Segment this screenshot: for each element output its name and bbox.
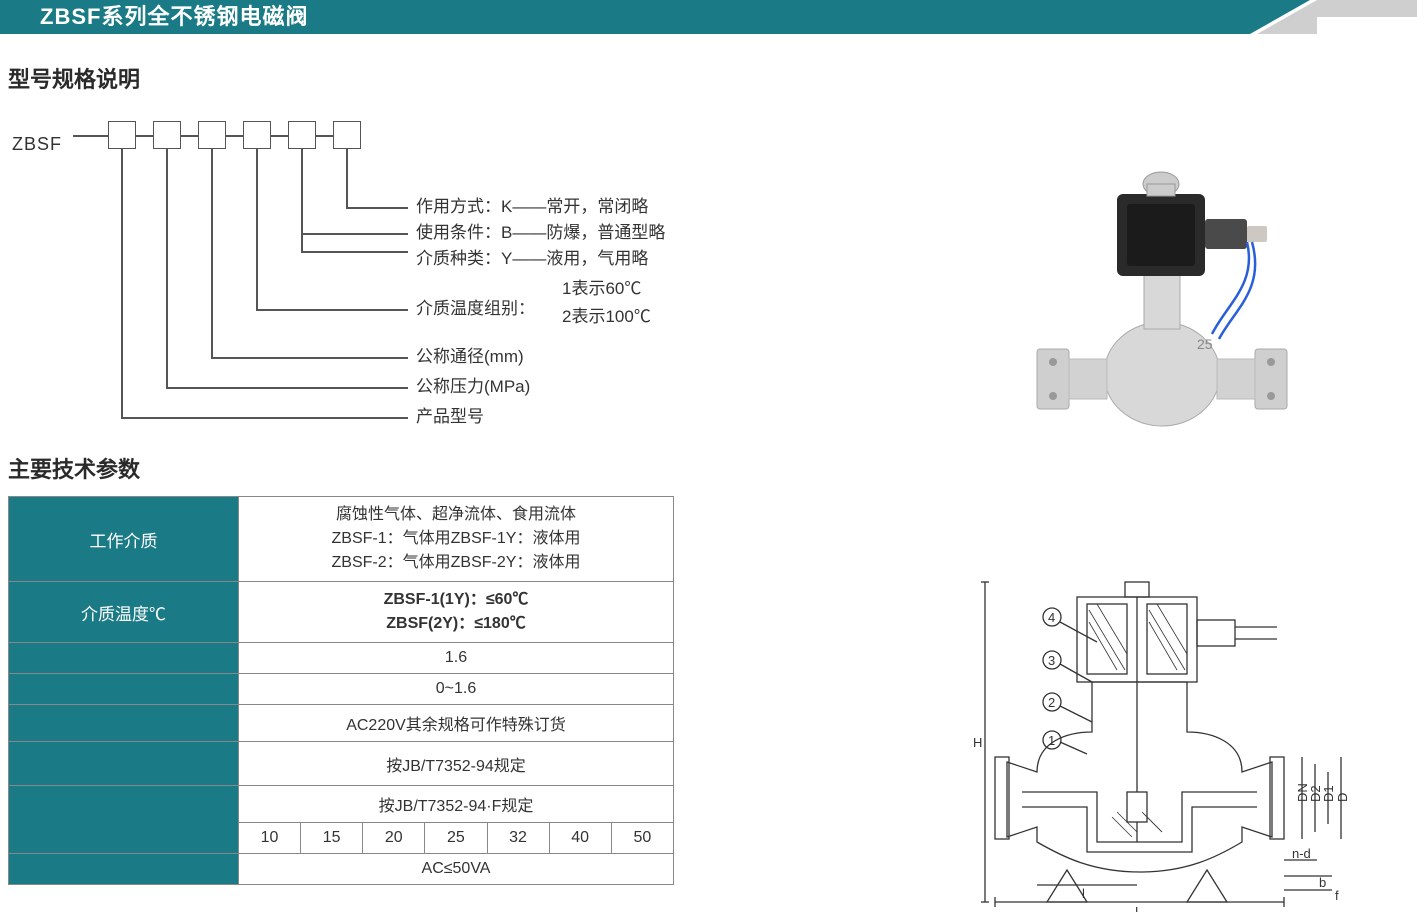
size-15: 15 (301, 823, 363, 854)
engineering-drawing: 4 3 2 1 H L l D D1 D2 DN n-d b f (937, 542, 1367, 912)
row-label-medium: 工作介质 (9, 497, 239, 582)
row-label-7 (9, 786, 239, 854)
row-label-3 (9, 643, 239, 674)
code-box-4 (243, 121, 271, 149)
row-value-4: 0~1.6 (239, 674, 674, 705)
leader-h3 (211, 357, 408, 359)
dim-H: H (973, 735, 982, 750)
desc-action: 作用方式：K——常开，常闭略 (416, 194, 648, 220)
model-code-diagram: ZBSF 作用方式：K——常开，常闭略 使用条件：B——防爆，普通型略 介质种类… (8, 106, 788, 446)
row-value-temp: ZBSF-1(1Y)：≤60℃ ZBSF(2Y)：≤180℃ (239, 582, 674, 643)
leader-v1 (121, 149, 123, 417)
leader-v4 (256, 149, 258, 309)
row-value-6: 按JB/T7352-94规定 (239, 742, 674, 786)
row-label-4 (9, 674, 239, 705)
callout-1: 1 (1048, 733, 1055, 748)
header-decoration (1257, 0, 1417, 34)
desc-temp-100: 2表示100℃ (562, 304, 651, 330)
spec-table: 工作介质 腐蚀性气体、超净流体、食用流体 ZBSF-1：气体用ZBSF-1Y：液… (8, 496, 674, 885)
dim-l: l (1082, 886, 1085, 901)
leader-h5b (301, 251, 408, 253)
product-photo: 25 (997, 134, 1327, 454)
svg-text:25: 25 (1197, 336, 1213, 352)
desc-temp-60: 1表示60℃ (562, 276, 641, 302)
leader-h2 (166, 387, 408, 389)
desc-model: 产品型号 (416, 404, 484, 430)
desc-pn: 公称压力(MPa) (416, 374, 530, 400)
dim-DN: DN (1295, 783, 1310, 802)
dim-nd: n-d (1292, 846, 1311, 861)
code-box-2 (153, 121, 181, 149)
medium-line1: 腐蚀性气体、超净流体、食用流体 (243, 503, 669, 527)
leader-h1 (121, 417, 408, 419)
leader-h4 (256, 309, 408, 311)
desc-medium: 介质种类：Y——液用，气用略 (416, 246, 648, 272)
row-label-temp: 介质温度℃ (9, 582, 239, 643)
size-10: 10 (239, 823, 301, 854)
leader-h6 (346, 207, 408, 209)
row-label-5 (9, 705, 239, 742)
size-20: 20 (363, 823, 425, 854)
leader-v6 (346, 149, 348, 207)
page-title-bar: ZBSF系列全不锈钢电磁阀 (0, 0, 1250, 34)
dim-b: b (1319, 875, 1326, 890)
code-box-1 (108, 121, 136, 149)
callout-3: 3 (1048, 653, 1055, 668)
row-value-medium: 腐蚀性气体、超净流体、食用流体 ZBSF-1：气体用ZBSF-1Y：液体用 ZB… (239, 497, 674, 582)
model-prefix: ZBSF (12, 134, 62, 155)
row-label-9 (9, 854, 239, 885)
callout-4: 4 (1048, 610, 1055, 625)
row-value-9: AC≤50VA (239, 854, 674, 885)
dim-D: D (1335, 793, 1350, 802)
medium-line2: ZBSF-1：气体用ZBSF-1Y：液体用 (243, 527, 669, 551)
desc-dn: 公称通径(mm) (416, 344, 524, 370)
row-value-7: 按JB/T7352-94·F规定 (239, 786, 674, 823)
medium-line3: ZBSF-2：气体用ZBSF-2Y：液体用 (243, 551, 669, 575)
code-box-6 (333, 121, 361, 149)
size-32: 32 (487, 823, 549, 854)
row-value-3: 1.6 (239, 643, 674, 674)
dim-L: L (1135, 904, 1142, 912)
page-title: ZBSF系列全不锈钢电磁阀 (40, 4, 308, 29)
temp-line2: ZBSF(2Y)：≤180℃ (243, 612, 669, 636)
size-25: 25 (425, 823, 487, 854)
code-box-3 (198, 121, 226, 149)
temp-line1: ZBSF-1(1Y)：≤60℃ (243, 588, 669, 612)
dim-D1: D1 (1321, 785, 1336, 802)
dim-D2: D2 (1308, 785, 1323, 802)
section-title-model: 型号规格说明 (8, 62, 1397, 94)
section-title-params: 主要技术参数 (8, 452, 1397, 484)
desc-condition: 使用条件：B——防爆，普通型略 (416, 220, 665, 246)
leader-v3 (211, 149, 213, 357)
size-40: 40 (549, 823, 611, 854)
leader-v5 (301, 149, 303, 251)
leader-h5a (301, 233, 408, 235)
code-box-5 (288, 121, 316, 149)
size-50: 50 (611, 823, 673, 854)
row-label-6 (9, 742, 239, 786)
row-value-5: AC220V其余规格可作特殊订货 (239, 705, 674, 742)
desc-temp-group: 介质温度组别： (416, 296, 535, 322)
leader-v2 (166, 149, 168, 387)
callout-2: 2 (1048, 695, 1055, 710)
